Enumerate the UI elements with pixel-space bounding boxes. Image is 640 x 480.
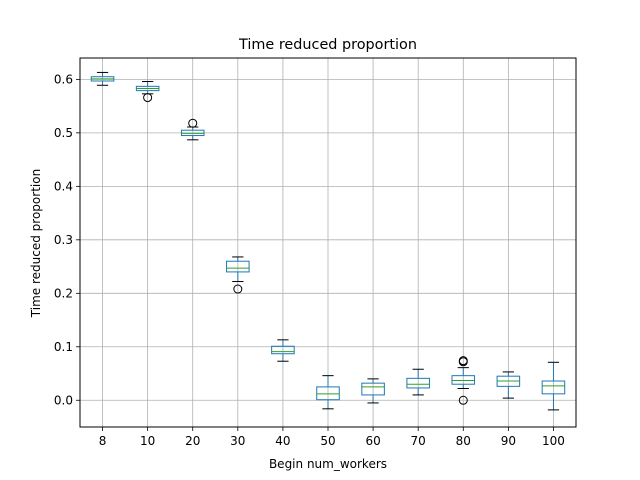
outlier-point [143,93,153,103]
box-group [541,361,566,411]
box-iqr [406,377,430,389]
box-group [496,371,521,399]
outlier-point [458,395,468,405]
box-iqr [316,386,340,401]
x-axis-label: Begin num_workers [269,457,387,471]
chart-title: Time reduced proportion [238,37,417,53]
y-axis-label: Time reduced proportion [29,169,43,318]
x-tick-label: 60 [365,434,380,448]
x-tick-label: 90 [501,434,516,448]
box-group [361,378,385,404]
box-group [90,71,115,86]
box-group [316,375,340,410]
box-group [180,118,205,141]
box-group [271,339,295,362]
y-tick-label: 0.3 [54,233,73,247]
x-tick-label: 40 [275,434,290,448]
box-iqr [361,382,385,396]
box-group [406,368,430,396]
y-tick-label: 0.4 [54,179,73,193]
x-tick-label: 8 [99,434,107,448]
box-iqr [180,129,205,137]
grid-lines [80,58,576,427]
outlier-point [188,118,198,128]
box-iqr [271,345,295,355]
outlier-point [458,357,468,367]
x-tick-label: 50 [320,434,335,448]
box-group [226,256,250,294]
y-tick-label: 0.5 [54,126,73,140]
x-tick-label: 30 [230,434,245,448]
x-tick-label: 80 [456,434,471,448]
y-tick-label: 0.0 [54,393,73,407]
box-iqr [451,375,476,385]
x-tick-label: 20 [185,434,200,448]
x-tick-label: 70 [411,434,426,448]
y-tick-label: 0.6 [54,72,73,86]
box-series [90,71,566,411]
y-axis-ticks: 0.0 0.1 0.2 0.3 0.4 0.5 0.6 [54,72,80,407]
outlier-point [233,284,243,294]
box-group [451,356,476,405]
box-group [135,81,160,103]
y-tick-label: 0.1 [54,340,73,354]
x-tick-label: 10 [140,434,155,448]
box-iqr [226,260,250,273]
x-tick-label: 100 [542,434,565,448]
box-iqr [541,380,566,395]
x-axis-ticks: 8 10 20 30 40 50 60 70 80 90 100 [99,427,565,448]
y-tick-label: 0.2 [54,286,73,300]
